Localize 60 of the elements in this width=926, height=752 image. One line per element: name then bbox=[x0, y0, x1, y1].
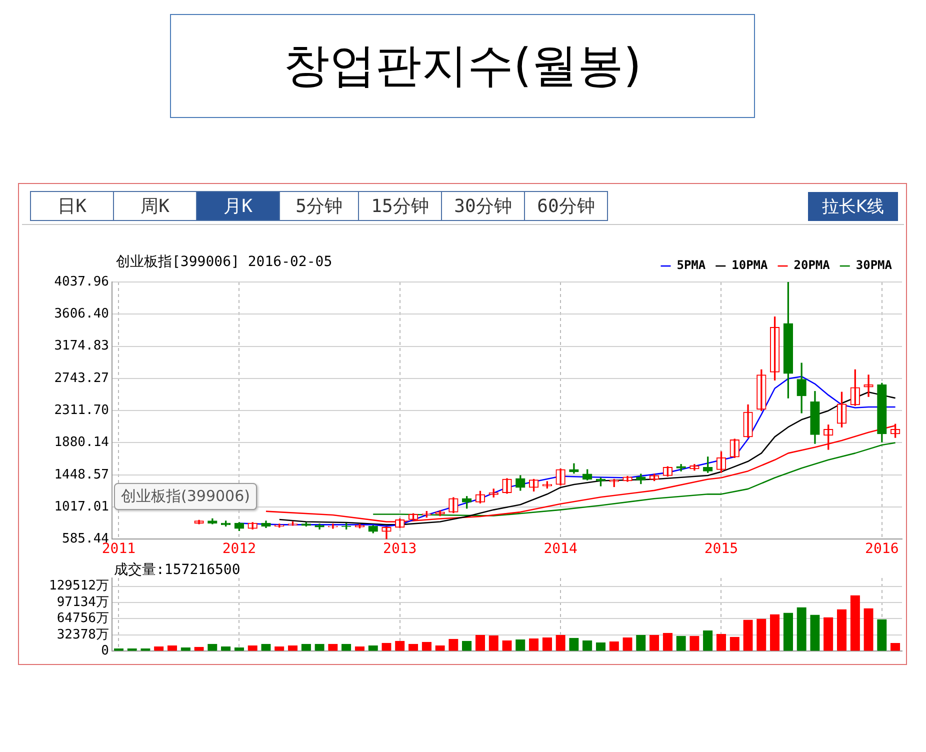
bar bbox=[824, 617, 834, 651]
bar bbox=[743, 620, 753, 651]
bar bbox=[783, 612, 794, 651]
legend-label: 30PMA bbox=[856, 258, 893, 272]
bar bbox=[756, 618, 766, 651]
y-tick-label: 0 bbox=[101, 644, 109, 659]
text: 拉长K线 bbox=[808, 192, 898, 221]
chart-title: 창업판지수(월봉) bbox=[170, 14, 755, 118]
bar bbox=[850, 595, 860, 651]
bar bbox=[716, 634, 726, 651]
y-tick-label: 64756万 bbox=[56, 611, 109, 626]
annotation: 创业板指(399006) bbox=[114, 483, 257, 510]
text: 日K bbox=[30, 191, 114, 221]
x-tick-label: 2014 bbox=[544, 541, 578, 558]
y-tick-label: 3606.40 bbox=[54, 306, 109, 322]
legend-label: 10PMA bbox=[732, 258, 769, 272]
legend-label: 20PMA bbox=[794, 258, 831, 272]
y-tick-label: 1448.57 bbox=[54, 467, 109, 482]
bar bbox=[796, 607, 806, 651]
text: 月K bbox=[196, 191, 280, 221]
y-tick-label: 1880.14 bbox=[54, 435, 110, 450]
x-tick-label: 2012 bbox=[222, 541, 256, 558]
candlestick bbox=[288, 521, 298, 526]
bar bbox=[288, 645, 298, 651]
text: 30分钟 bbox=[441, 191, 525, 221]
candlestick bbox=[435, 510, 445, 516]
y-tick-label: 2743.27 bbox=[54, 370, 109, 386]
legend-label: 5PMA bbox=[676, 258, 706, 272]
chart-title: 成交量:157216500 bbox=[114, 561, 240, 579]
x-tick-label: 2016 bbox=[865, 541, 899, 558]
y-tick-label: 32378万 bbox=[56, 627, 109, 642]
bar bbox=[368, 645, 378, 651]
chart-subtitle: 创业板指[399006] 2016-02-05 bbox=[116, 253, 332, 271]
y-tick-label: 129512万 bbox=[49, 578, 109, 594]
candlestick bbox=[328, 524, 338, 529]
bar bbox=[770, 614, 780, 651]
bar bbox=[248, 645, 258, 651]
candlestick bbox=[636, 474, 646, 484]
bar bbox=[167, 645, 178, 651]
y-tick-label: 2311.70 bbox=[54, 402, 109, 418]
x-tick-label: 2015 bbox=[704, 541, 738, 558]
y-tick-label: 4037.96 bbox=[54, 274, 109, 290]
y-tick-label: 1017.01 bbox=[54, 499, 109, 514]
text: 5分钟 bbox=[279, 191, 359, 221]
y-tick-label: 97134万 bbox=[56, 594, 109, 610]
bar bbox=[877, 619, 887, 651]
bar bbox=[810, 614, 820, 651]
text: 60分钟 bbox=[524, 191, 608, 221]
bar bbox=[194, 646, 204, 651]
x-tick-label: 2013 bbox=[383, 541, 417, 558]
bar bbox=[864, 608, 874, 651]
bar bbox=[703, 630, 713, 651]
bar bbox=[836, 609, 847, 651]
y-tick-label: 3174.83 bbox=[54, 338, 109, 354]
text: 周K bbox=[113, 191, 197, 221]
candlestick bbox=[220, 520, 231, 527]
candlestick bbox=[596, 477, 606, 486]
bar bbox=[662, 632, 673, 651]
bar bbox=[435, 645, 445, 651]
text: 15分钟 bbox=[358, 191, 442, 221]
